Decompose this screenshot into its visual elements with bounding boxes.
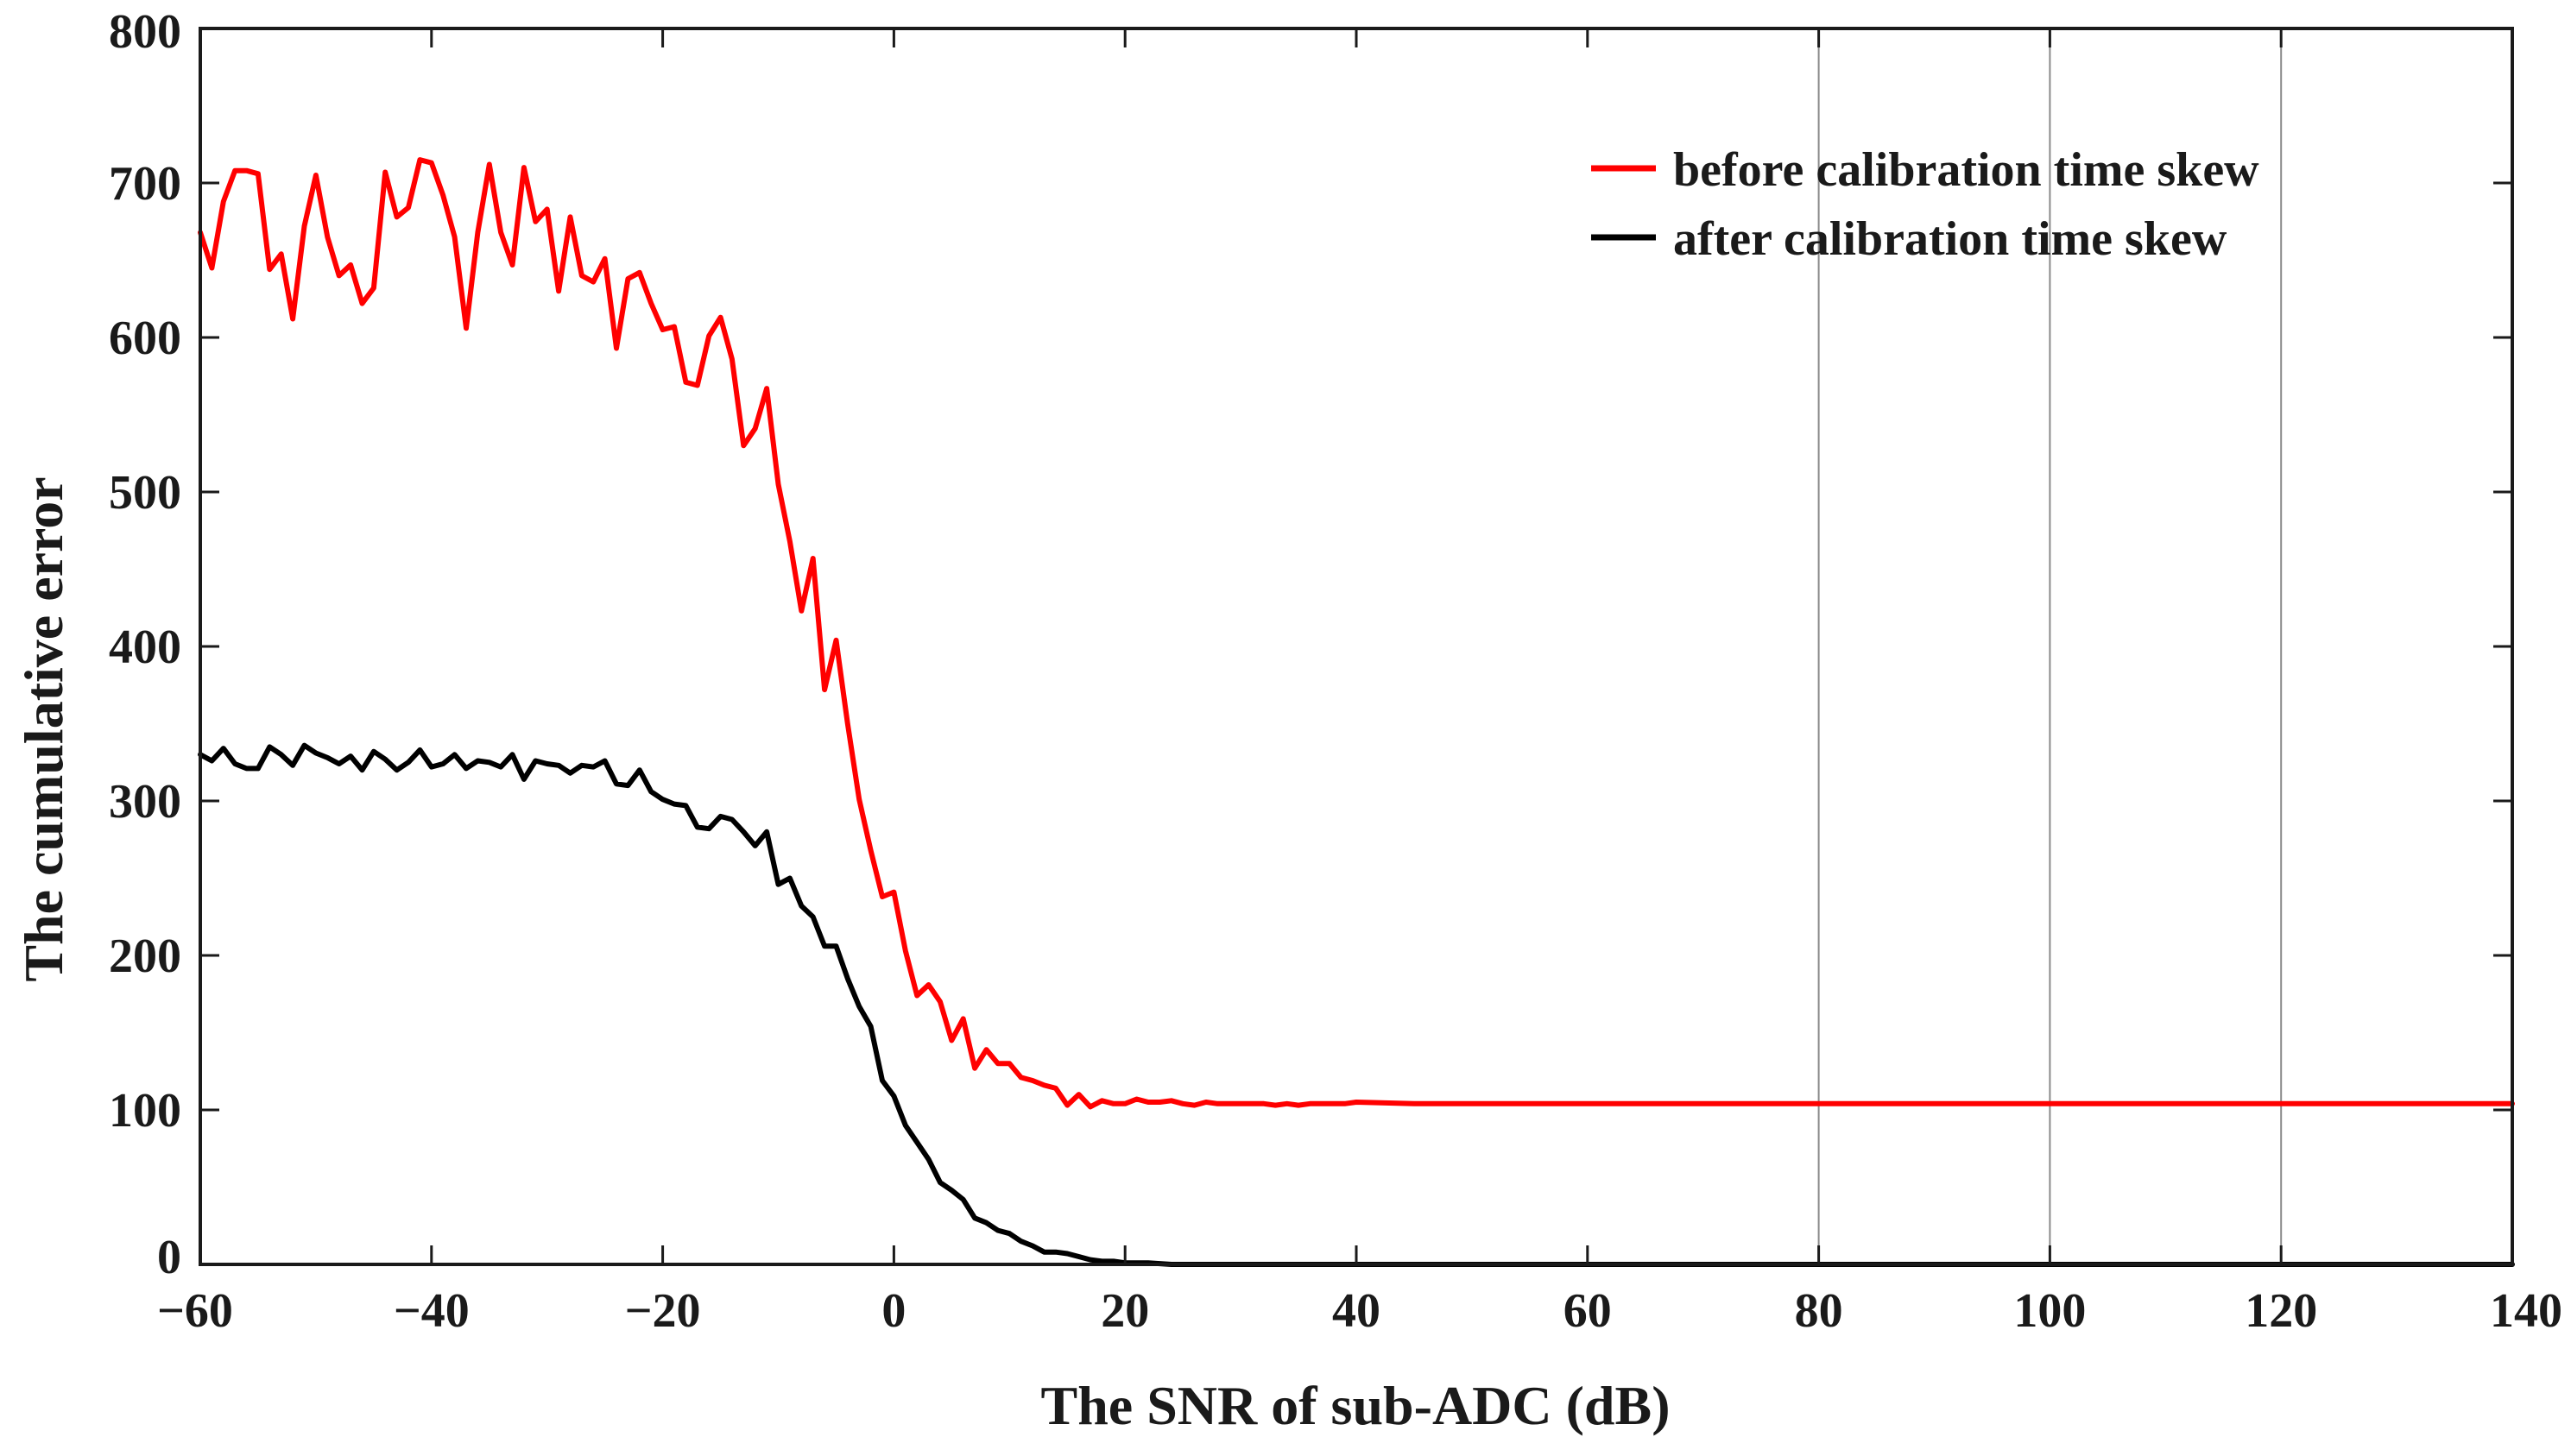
y-tick-label: 0 bbox=[157, 1231, 181, 1284]
x-tick-label: 140 bbox=[2490, 1284, 2562, 1338]
legend-label-after: after calibration time skew bbox=[1673, 212, 2227, 266]
series-line-after bbox=[198, 742, 2515, 1267]
series-line-before bbox=[198, 157, 2515, 1110]
legend: before calibration time skew after calib… bbox=[1591, 143, 2259, 266]
x-tick-label: 40 bbox=[1332, 1284, 1380, 1338]
x-tick-label: 20 bbox=[1101, 1284, 1149, 1338]
y-tick-label: 400 bbox=[109, 621, 181, 674]
grid-lines bbox=[1817, 28, 2283, 1264]
y-tick-label: 300 bbox=[109, 775, 181, 829]
x-tick-labels: −60 −40 −20 0 20 40 60 80 100 120 140 bbox=[157, 1284, 2562, 1338]
x-tick-label: 120 bbox=[2245, 1284, 2317, 1338]
x-tick-label: 80 bbox=[1795, 1284, 1843, 1338]
x-tick-label: −20 bbox=[625, 1284, 701, 1338]
y-tick-label: 100 bbox=[109, 1084, 181, 1138]
x-tick-label: −40 bbox=[394, 1284, 470, 1338]
y-tick-label: 700 bbox=[109, 157, 181, 211]
y-tick-label: 800 bbox=[109, 5, 181, 59]
y-tick-label: 600 bbox=[109, 312, 181, 365]
y-axis-title: The cumulative error bbox=[13, 476, 74, 981]
x-tick-label: −60 bbox=[157, 1284, 233, 1338]
axis-ticks bbox=[199, 27, 2514, 1266]
x-tick-label: 0 bbox=[881, 1284, 906, 1338]
y-tick-labels: 0 100 200 300 400 500 600 700 800 bbox=[109, 5, 181, 1284]
series-group bbox=[198, 157, 2515, 1267]
y-tick-label: 500 bbox=[109, 466, 181, 520]
x-tick-label: 100 bbox=[2013, 1284, 2086, 1338]
legend-label-before: before calibration time skew bbox=[1673, 143, 2259, 197]
y-tick-label: 200 bbox=[109, 930, 181, 983]
x-axis-title: The SNR of sub-ADC (dB) bbox=[1041, 1375, 1671, 1436]
x-tick-label: 60 bbox=[1563, 1284, 1612, 1338]
